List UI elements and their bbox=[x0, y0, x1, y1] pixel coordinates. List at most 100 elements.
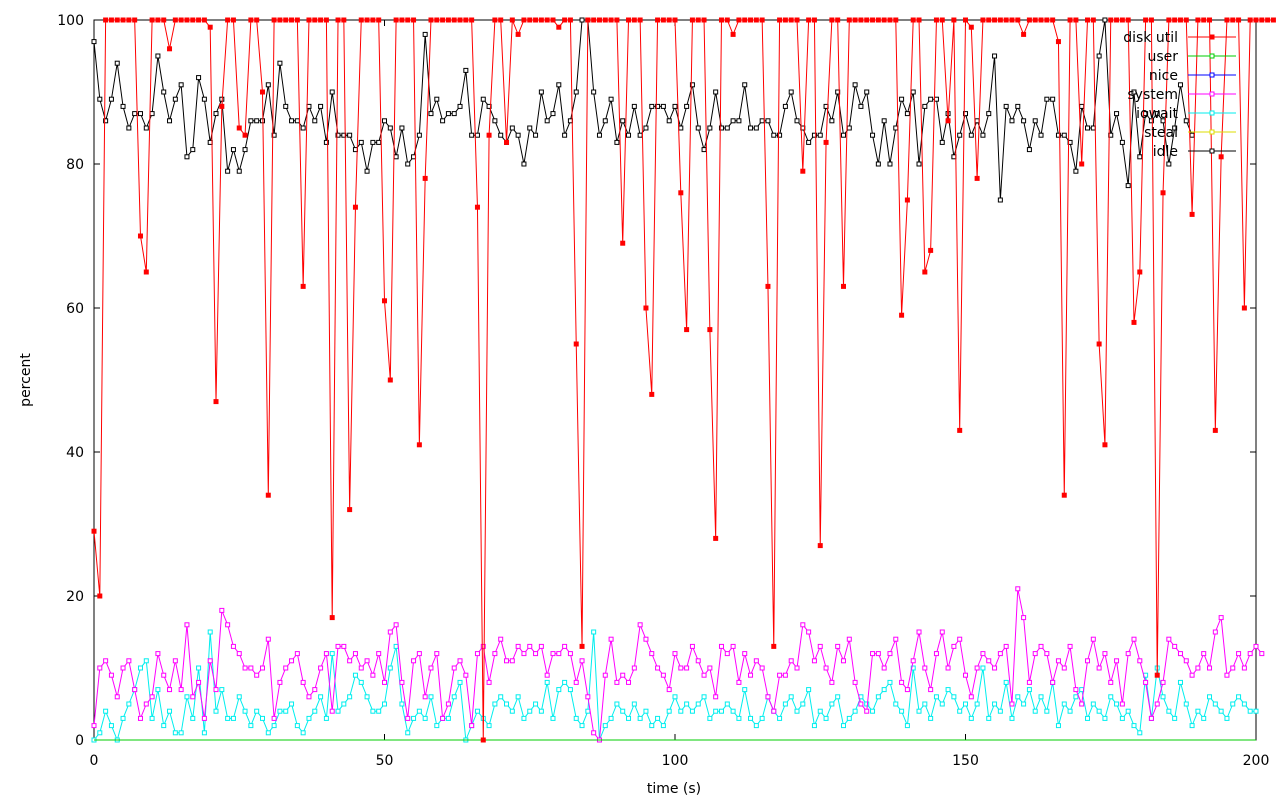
data-point bbox=[213, 399, 219, 405]
data-point bbox=[1160, 190, 1166, 196]
data-point bbox=[1236, 694, 1242, 700]
data-point bbox=[1067, 708, 1073, 714]
data-point bbox=[1015, 103, 1021, 109]
data-point bbox=[1038, 643, 1044, 649]
data-point bbox=[538, 643, 544, 649]
data-point bbox=[904, 197, 910, 203]
data-point bbox=[591, 17, 597, 23]
data-point bbox=[684, 327, 690, 333]
data-point bbox=[97, 665, 103, 671]
data-point bbox=[614, 679, 620, 685]
data-point bbox=[196, 679, 202, 685]
data-point bbox=[103, 118, 109, 124]
data-point bbox=[416, 132, 422, 138]
data-point bbox=[1166, 17, 1172, 23]
data-point bbox=[1021, 118, 1027, 124]
data-point bbox=[1119, 139, 1125, 145]
data-point bbox=[1079, 701, 1085, 707]
data-point bbox=[201, 96, 207, 102]
y-tick-label: 80 bbox=[66, 157, 84, 173]
y-tick-label: 20 bbox=[66, 589, 84, 605]
data-point bbox=[167, 46, 173, 52]
data-point bbox=[544, 17, 550, 23]
data-point bbox=[434, 17, 440, 23]
data-point bbox=[544, 679, 550, 685]
data-point bbox=[312, 687, 318, 693]
data-point bbox=[986, 715, 992, 721]
data-point bbox=[957, 427, 963, 433]
data-point bbox=[509, 17, 515, 23]
data-point bbox=[178, 687, 184, 693]
data-point bbox=[1166, 161, 1172, 167]
data-point bbox=[823, 665, 829, 671]
data-point bbox=[713, 694, 719, 700]
data-point bbox=[968, 715, 974, 721]
data-point bbox=[840, 132, 846, 138]
data-point bbox=[631, 665, 637, 671]
data-point bbox=[143, 701, 149, 707]
data-point bbox=[916, 708, 922, 714]
data-point bbox=[451, 111, 457, 117]
data-point bbox=[1131, 89, 1137, 95]
data-point bbox=[1021, 701, 1027, 707]
data-point bbox=[1177, 82, 1183, 88]
data-point bbox=[463, 17, 469, 23]
data-point bbox=[283, 17, 289, 23]
data-point bbox=[660, 723, 666, 729]
data-point bbox=[672, 651, 678, 657]
data-point bbox=[527, 125, 533, 131]
data-point bbox=[933, 96, 939, 102]
data-point bbox=[492, 118, 498, 124]
data-point bbox=[724, 701, 730, 707]
data-point bbox=[248, 118, 254, 124]
x-tick-label: 150 bbox=[952, 753, 979, 769]
data-point bbox=[155, 651, 161, 657]
data-point bbox=[1160, 694, 1166, 700]
data-point bbox=[341, 17, 347, 23]
data-point bbox=[405, 161, 411, 167]
data-point bbox=[265, 492, 271, 498]
series-line-system bbox=[93, 588, 1263, 742]
data-point bbox=[352, 672, 358, 678]
data-point bbox=[91, 528, 97, 534]
data-point bbox=[556, 82, 562, 88]
data-point bbox=[620, 240, 626, 246]
data-point bbox=[573, 679, 579, 685]
data-point bbox=[376, 708, 382, 714]
data-point bbox=[567, 17, 573, 23]
data-point bbox=[167, 118, 173, 124]
data-point bbox=[864, 701, 870, 707]
data-point bbox=[498, 132, 504, 138]
data-point bbox=[178, 82, 184, 88]
data-point bbox=[573, 89, 579, 95]
legend-label: nice bbox=[1149, 68, 1178, 84]
data-point bbox=[817, 132, 823, 138]
data-point bbox=[928, 96, 934, 102]
data-point bbox=[1032, 17, 1038, 23]
data-point bbox=[370, 672, 376, 678]
data-point bbox=[730, 708, 736, 714]
data-point bbox=[910, 17, 916, 23]
data-point bbox=[852, 708, 858, 714]
data-point bbox=[1172, 715, 1178, 721]
data-point bbox=[515, 132, 521, 138]
data-point bbox=[515, 694, 521, 700]
data-point bbox=[236, 125, 242, 131]
legend-marker bbox=[1209, 53, 1215, 59]
data-point bbox=[225, 715, 231, 721]
data-point bbox=[480, 96, 486, 102]
data-point bbox=[748, 672, 754, 678]
data-point bbox=[143, 658, 149, 664]
data-point bbox=[997, 708, 1003, 714]
data-point bbox=[527, 17, 533, 23]
data-point bbox=[823, 139, 829, 145]
data-point bbox=[585, 694, 591, 700]
data-point bbox=[550, 17, 556, 23]
data-point bbox=[550, 715, 556, 721]
data-point bbox=[591, 89, 597, 95]
data-point bbox=[469, 17, 475, 23]
data-point bbox=[335, 708, 341, 714]
data-point bbox=[968, 132, 974, 138]
data-point bbox=[265, 82, 271, 88]
data-point bbox=[939, 139, 945, 145]
